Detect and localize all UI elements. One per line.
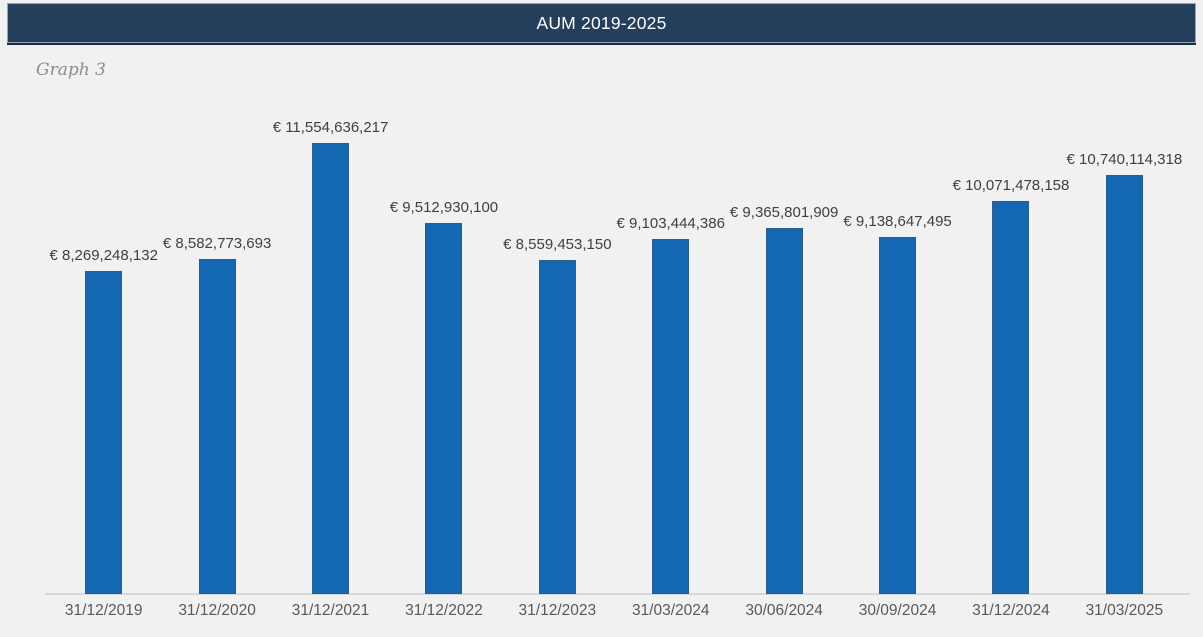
x-axis-tick-label: 30/06/2024	[745, 602, 823, 619]
x-axis-tick-label: 31/12/2022	[405, 602, 483, 619]
x-axis-tick-label: 31/12/2019	[64, 602, 143, 619]
bar	[85, 271, 123, 594]
bar-slot: € 8,582,773,693	[160, 235, 273, 594]
bar	[425, 222, 463, 594]
bar-slot: € 9,138,647,495	[841, 213, 954, 594]
x-axis-tick-label: 31/12/2021	[291, 602, 370, 619]
chart-title: AUM 2019-2025	[536, 12, 667, 33]
bar-value-label: € 9,138,647,495	[843, 213, 952, 231]
bar-value-label: € 8,559,453,150	[503, 235, 612, 253]
x-axis-tick-label: 31/12/2020	[178, 602, 256, 619]
x-axis-line	[45, 593, 1190, 595]
bar-slot: € 9,512,930,100	[387, 199, 500, 594]
bar-value-label: € 9,512,930,100	[389, 198, 499, 216]
plot-area: € 8,269,248,132 € 8,582,773,693 € 11,554,6…	[47, 0, 1183, 594]
bar-value-label: € 9,365,801,909	[729, 204, 839, 222]
bar-slot: € 10,740,114,318	[1066, 150, 1183, 594]
bar-slot: € 8,269,248,132	[47, 247, 160, 594]
x-axis: 31/12/2019 31/12/2020 31/12/2021 31/12/2022…	[47, 602, 1181, 620]
bar-slot: € 9,103,444,386	[614, 215, 727, 594]
x-axis-tick-label: 31/03/2024	[631, 602, 710, 619]
bar-slot: € 10,071,478,158	[952, 176, 1070, 594]
bar-slot: € 11,554,636,217	[272, 119, 389, 594]
graph-caption: Graph 3	[36, 60, 106, 80]
bar-slot: € 8,559,453,150	[501, 236, 614, 594]
bar	[312, 143, 350, 594]
chart-title-band: AUM 2019-2025	[7, 3, 1196, 45]
bar	[879, 237, 917, 594]
bar-value-label: € 8,582,773,693	[162, 235, 272, 252]
bar	[992, 200, 1030, 594]
bar-value-label: € 11,554,636,217	[272, 119, 389, 136]
bar-value-label: € 8,269,248,132	[49, 247, 158, 265]
x-axis-tick-label: 31/12/2024	[972, 602, 1050, 619]
bar-value-label: € 9,103,444,386	[616, 214, 725, 232]
bar	[1105, 174, 1143, 594]
bar	[765, 228, 803, 594]
bar-value-label: € 10,740,114,318	[1066, 150, 1183, 168]
bar-slot: € 9,365,801,909	[727, 204, 840, 594]
bar-value-label: € 10,071,478,158	[952, 176, 1070, 194]
x-axis-tick-label: 31/03/2025	[1085, 602, 1164, 619]
bar	[538, 259, 576, 594]
x-axis-tick-label: 31/12/2023	[518, 602, 597, 619]
bar	[198, 259, 236, 594]
bar	[652, 238, 690, 594]
x-axis-tick-label: 30/09/2024	[858, 602, 937, 619]
